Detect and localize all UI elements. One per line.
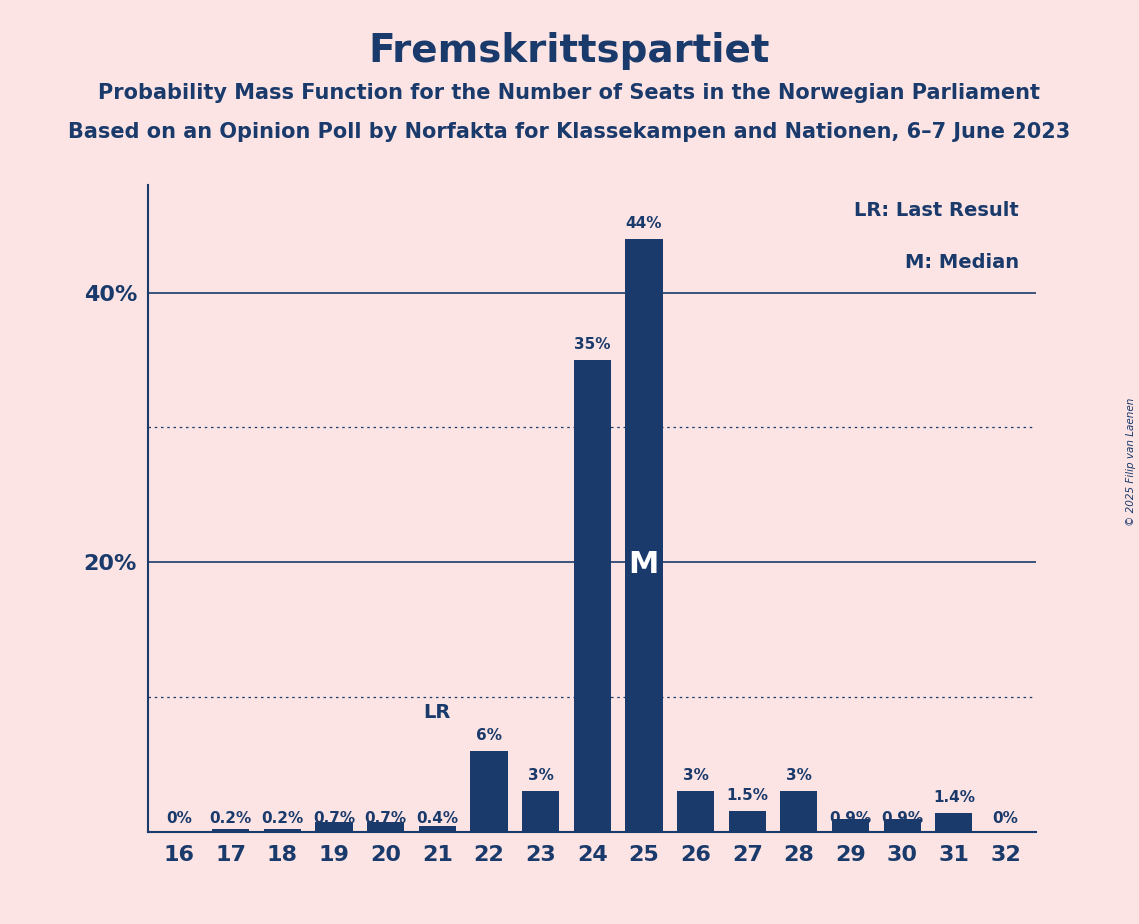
- Bar: [212, 829, 249, 832]
- Bar: [367, 822, 404, 832]
- Text: Probability Mass Function for the Number of Seats in the Norwegian Parliament: Probability Mass Function for the Number…: [98, 83, 1041, 103]
- Bar: [264, 829, 301, 832]
- Text: Based on an Opinion Poll by Norfakta for Klassekampen and Nationen, 6–7 June 202: Based on an Opinion Poll by Norfakta for…: [68, 122, 1071, 142]
- Bar: [884, 820, 920, 832]
- Text: 3%: 3%: [527, 768, 554, 783]
- Bar: [780, 791, 818, 832]
- Text: 35%: 35%: [574, 337, 611, 352]
- Text: 44%: 44%: [625, 215, 662, 231]
- Bar: [574, 360, 611, 832]
- Text: 1.4%: 1.4%: [933, 790, 975, 805]
- Text: 3%: 3%: [786, 768, 812, 783]
- Text: M: M: [629, 551, 659, 579]
- Bar: [677, 791, 714, 832]
- Bar: [831, 820, 869, 832]
- Bar: [316, 822, 353, 832]
- Bar: [729, 811, 765, 832]
- Bar: [625, 238, 663, 832]
- Text: M: Median: M: Median: [904, 252, 1018, 272]
- Text: LR: LR: [424, 703, 451, 723]
- Bar: [522, 791, 559, 832]
- Text: 0.9%: 0.9%: [882, 811, 924, 826]
- Text: 0%: 0%: [166, 811, 192, 826]
- Text: Fremskrittspartiet: Fremskrittspartiet: [369, 32, 770, 70]
- Text: 0.9%: 0.9%: [829, 811, 871, 826]
- Text: 3%: 3%: [682, 768, 708, 783]
- Text: 0.7%: 0.7%: [364, 811, 407, 826]
- Bar: [419, 826, 456, 832]
- Text: 0%: 0%: [992, 811, 1018, 826]
- Text: © 2025 Filip van Laenen: © 2025 Filip van Laenen: [1126, 398, 1136, 526]
- Text: 0.2%: 0.2%: [210, 811, 252, 826]
- Text: LR: Last Result: LR: Last Result: [854, 201, 1018, 220]
- Text: 0.7%: 0.7%: [313, 811, 355, 826]
- Text: 1.5%: 1.5%: [727, 788, 768, 803]
- Text: 6%: 6%: [476, 728, 502, 743]
- Bar: [470, 750, 508, 832]
- Bar: [935, 813, 973, 832]
- Text: 0.4%: 0.4%: [416, 811, 458, 826]
- Text: 0.2%: 0.2%: [261, 811, 303, 826]
